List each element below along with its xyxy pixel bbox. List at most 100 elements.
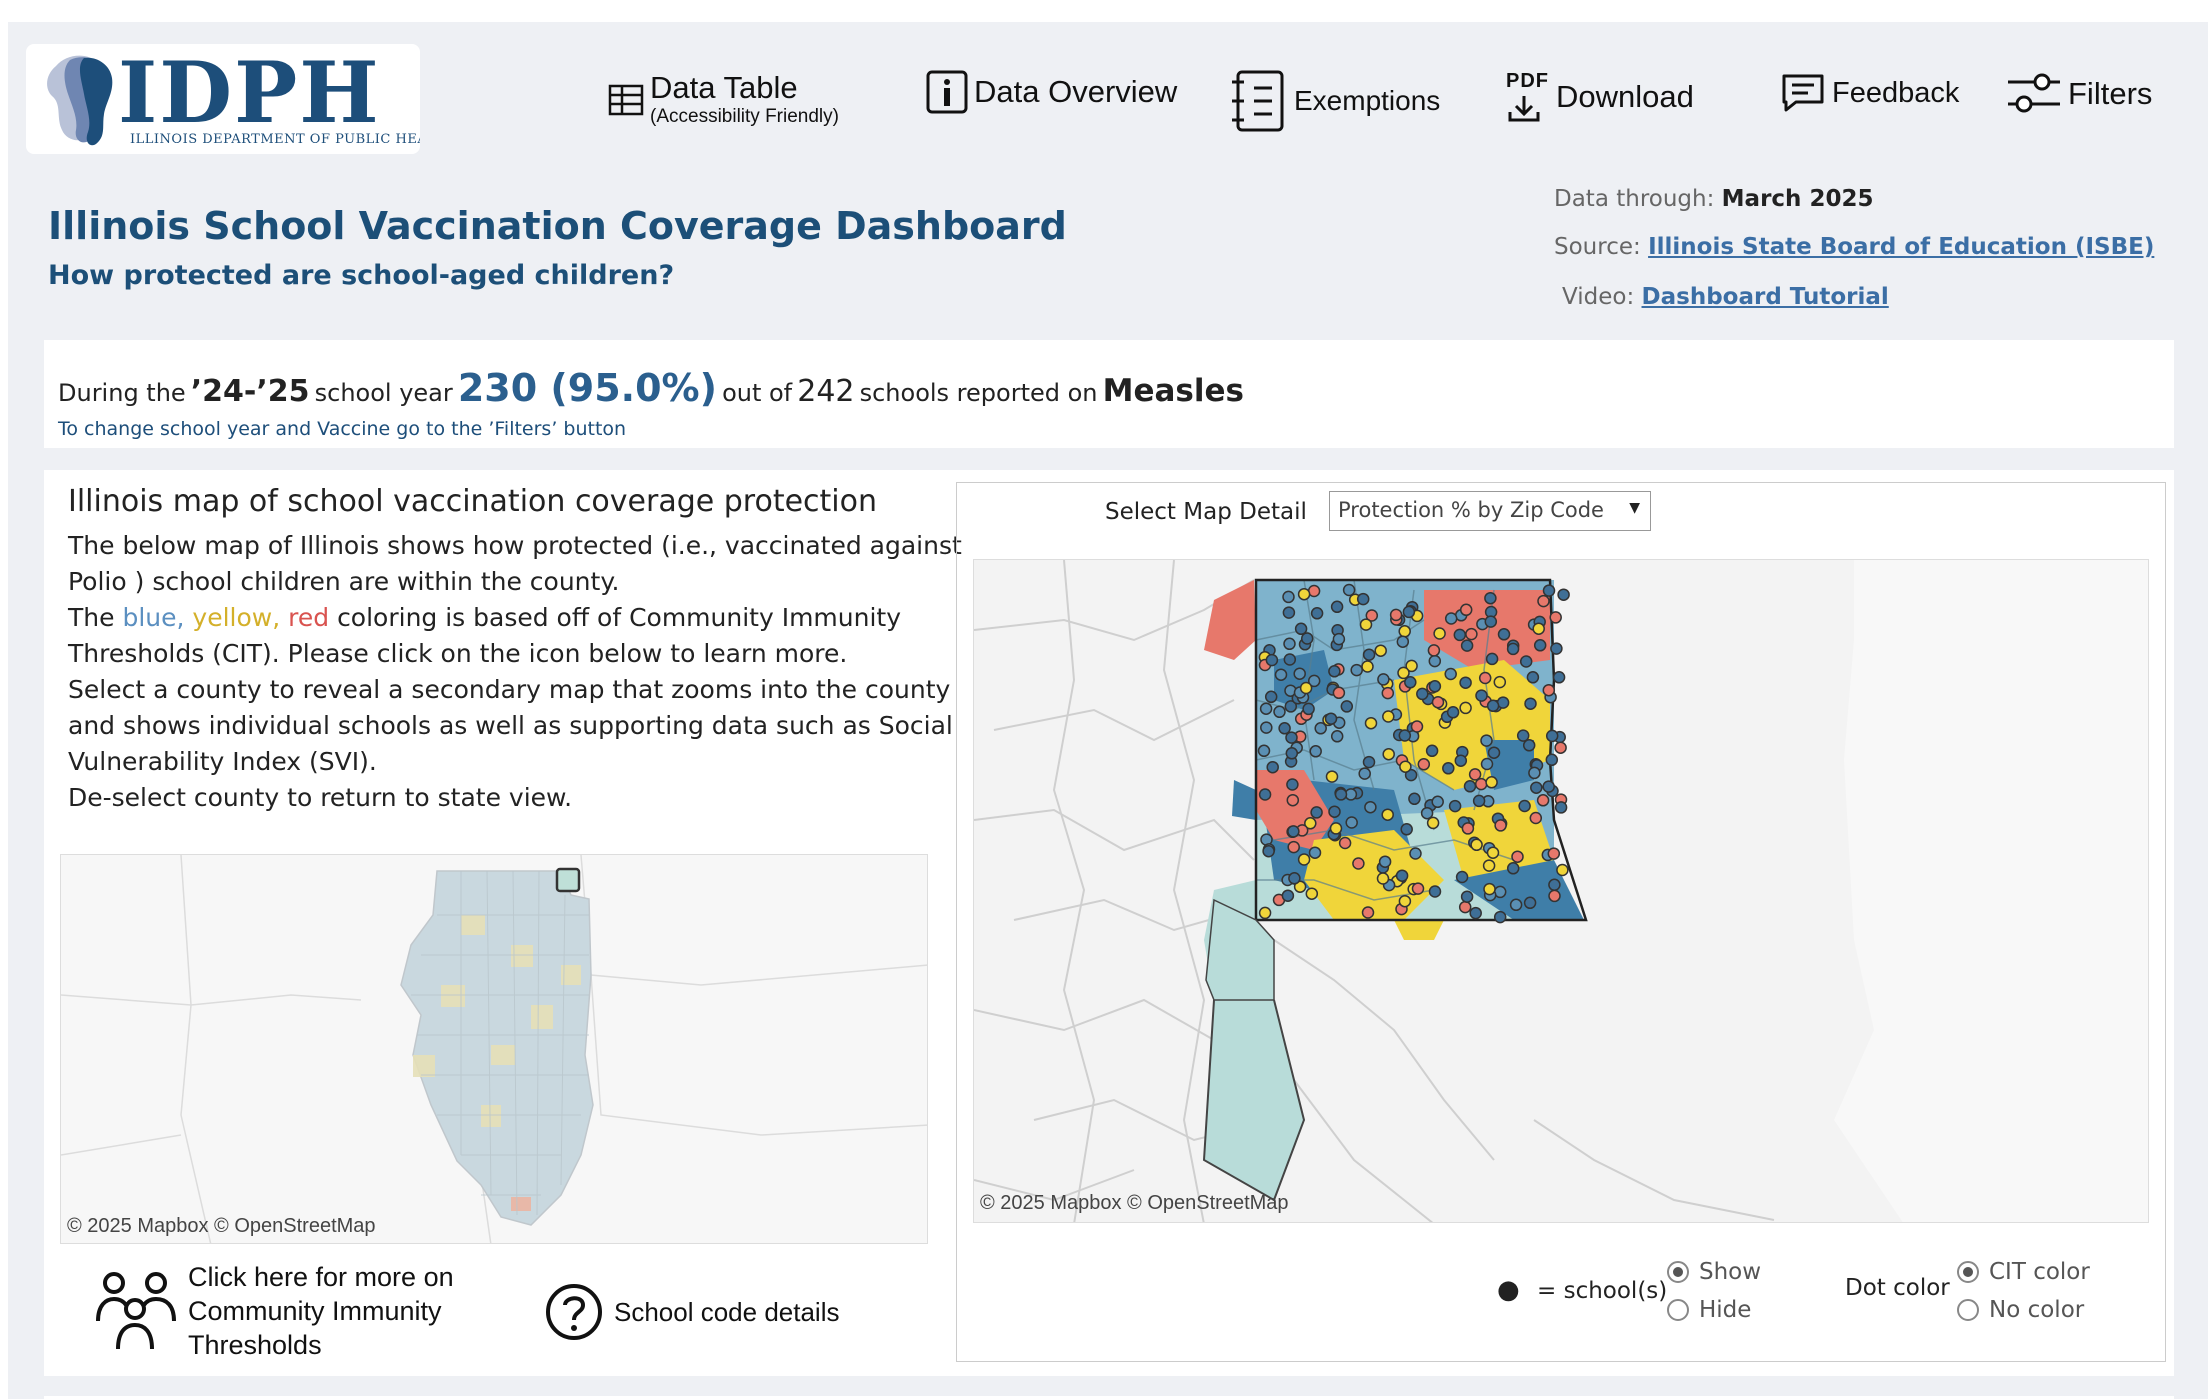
school-dot[interactable]	[1455, 870, 1469, 884]
school-dot[interactable]	[1493, 675, 1507, 689]
school-dot[interactable]	[1458, 900, 1472, 914]
school-dot[interactable]	[1402, 605, 1416, 619]
school-dot[interactable]	[1428, 885, 1442, 898]
school-dot[interactable]	[1382, 710, 1395, 723]
school-dot[interactable]	[1310, 806, 1323, 819]
school-dot[interactable]	[1293, 880, 1307, 893]
school-dot[interactable]	[1494, 819, 1507, 832]
school-dot[interactable]	[1529, 811, 1543, 825]
school-dot[interactable]	[1266, 760, 1279, 774]
school-dot[interactable]	[1297, 587, 1311, 601]
school-dot[interactable]	[1258, 906, 1272, 920]
school-dot[interactable]	[1396, 635, 1410, 648]
school-dot[interactable]	[1475, 689, 1488, 702]
school-dot[interactable]	[1288, 872, 1301, 885]
school-dot[interactable]	[1485, 652, 1499, 666]
school-dot[interactable]	[1404, 676, 1417, 689]
school-dot[interactable]	[1497, 628, 1511, 641]
school-dot[interactable]	[1334, 788, 1348, 801]
school-dot[interactable]	[1506, 862, 1520, 875]
school-dot[interactable]	[1309, 745, 1322, 758]
school-dot[interactable]	[1395, 869, 1409, 882]
school-dot[interactable]	[1389, 608, 1403, 622]
school-dot[interactable]	[1428, 654, 1442, 668]
school-dot[interactable]	[1459, 676, 1472, 689]
download-button[interactable]: PDF Download	[1504, 70, 1694, 124]
school-dot[interactable]	[1465, 627, 1478, 641]
school-dot[interactable]	[1274, 668, 1288, 681]
school-dot[interactable]	[1480, 734, 1493, 747]
school-dot[interactable]	[1285, 747, 1299, 760]
school-dot[interactable]	[1284, 700, 1298, 713]
school-dot[interactable]	[1411, 882, 1425, 895]
show-schools-radio[interactable]: Show	[1667, 1259, 1761, 1285]
school-dot[interactable]	[1397, 666, 1410, 680]
school-dot[interactable]	[1258, 788, 1272, 801]
school-dot[interactable]	[1376, 872, 1390, 885]
school-dot[interactable]	[1485, 776, 1498, 789]
school-dot[interactable]	[1460, 639, 1474, 652]
school-dot[interactable]	[1459, 701, 1472, 715]
no-color-radio[interactable]: No color	[1957, 1297, 2084, 1323]
school-dot[interactable]	[1482, 859, 1496, 872]
school-dot[interactable]	[1283, 637, 1296, 651]
data-table-button[interactable]: Data Table (Accessibility Friendly)	[608, 72, 839, 128]
school-dot[interactable]	[1314, 722, 1327, 735]
hide-schools-radio[interactable]: Hide	[1667, 1297, 1751, 1323]
school-dot[interactable]	[1332, 632, 1346, 646]
school-code-details-link[interactable]: School code details	[544, 1282, 839, 1342]
school-dot[interactable]	[1528, 766, 1541, 780]
school-dot[interactable]	[1259, 702, 1273, 715]
cit-color-radio[interactable]: CIT color	[1957, 1259, 2090, 1285]
school-dot[interactable]	[1304, 817, 1317, 830]
school-dot[interactable]	[1426, 816, 1440, 830]
school-dot[interactable]	[1328, 805, 1341, 818]
school-dot[interactable]	[1257, 744, 1271, 758]
school-dot[interactable]	[1548, 889, 1561, 903]
school-dot[interactable]	[1480, 757, 1494, 771]
school-dot[interactable]	[1545, 753, 1559, 767]
school-dot[interactable]	[1398, 625, 1411, 638]
school-dot[interactable]	[1405, 659, 1418, 673]
school-dot[interactable]	[1302, 702, 1315, 716]
school-dot[interactable]	[1469, 906, 1482, 920]
school-dot[interactable]	[1325, 770, 1339, 783]
school-dot[interactable]	[1431, 695, 1445, 709]
school-dot[interactable]	[1526, 671, 1540, 684]
school-dot[interactable]	[1350, 663, 1363, 677]
data-overview-button[interactable]: Data Overview	[926, 70, 1177, 114]
school-dot[interactable]	[1287, 825, 1300, 838]
school-dot[interactable]	[1310, 607, 1324, 620]
school-dot[interactable]	[1506, 642, 1520, 656]
school-dot[interactable]	[1545, 729, 1559, 743]
school-dot[interactable]	[1294, 622, 1308, 636]
school-dot[interactable]	[1273, 705, 1286, 719]
school-dot[interactable]	[1416, 687, 1429, 701]
school-dot[interactable]	[1542, 584, 1556, 597]
school-dot[interactable]	[1511, 850, 1524, 863]
school-dot[interactable]	[1260, 721, 1273, 734]
school-dot[interactable]	[1530, 781, 1543, 794]
school-dot[interactable]	[1460, 890, 1474, 903]
school-dot[interactable]	[1425, 744, 1439, 758]
school-dot[interactable]	[1478, 671, 1492, 685]
school-dot[interactable]	[1442, 762, 1455, 775]
school-dot[interactable]	[1518, 799, 1531, 813]
school-dot[interactable]	[1474, 777, 1488, 791]
school-dot[interactable]	[1362, 648, 1376, 661]
school-dot[interactable]	[1556, 863, 1569, 877]
school-dot[interactable]	[1364, 716, 1378, 730]
school-dot[interactable]	[1448, 799, 1462, 813]
school-dot[interactable]	[1328, 665, 1341, 678]
school-dot[interactable]	[1286, 793, 1300, 807]
school-dot[interactable]	[1285, 731, 1298, 744]
school-dot[interactable]	[1330, 600, 1344, 614]
school-dot[interactable]	[1286, 778, 1299, 791]
school-dot[interactable]	[1427, 644, 1441, 657]
school-dot[interactable]	[1420, 806, 1434, 820]
school-dot[interactable]	[1509, 898, 1523, 912]
school-dot[interactable]	[1262, 844, 1275, 858]
school-dot[interactable]	[1433, 627, 1446, 640]
school-dot[interactable]	[1283, 653, 1297, 666]
school-dot[interactable]	[1523, 896, 1537, 910]
